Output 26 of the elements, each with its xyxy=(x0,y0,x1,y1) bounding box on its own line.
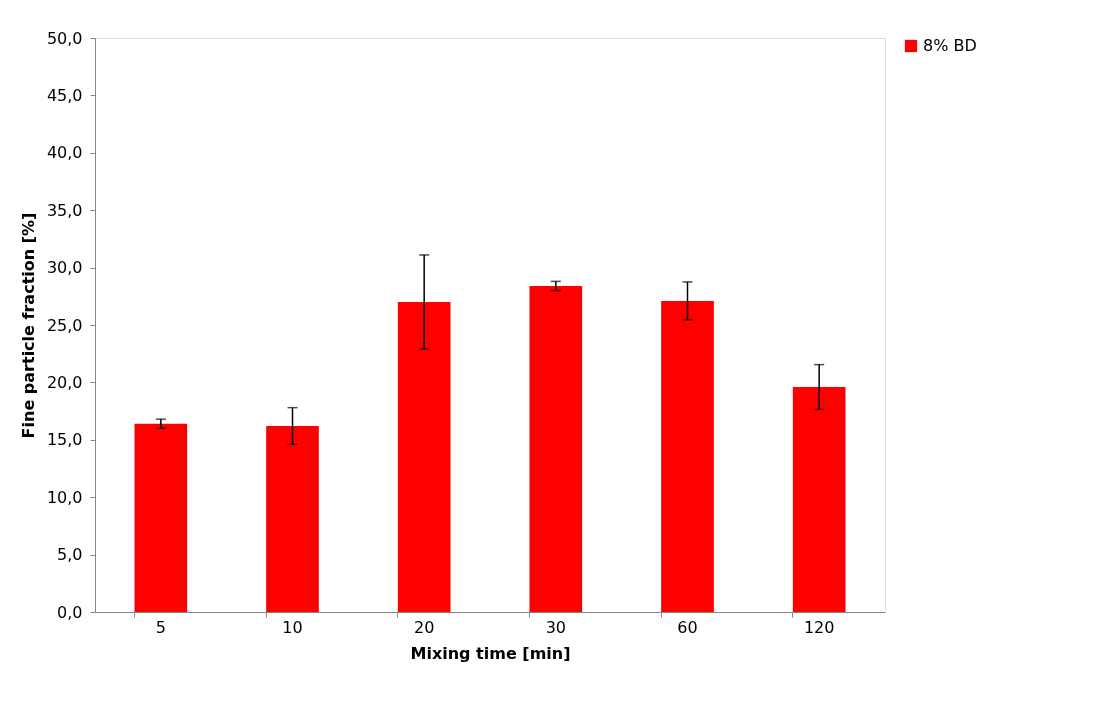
x-tick-label: 30 xyxy=(545,617,567,637)
bar xyxy=(661,300,714,612)
bar xyxy=(266,426,319,612)
y-tick-label: 15,0 xyxy=(46,430,83,450)
x-axis-title: Mixing time [min] xyxy=(410,643,571,663)
y-tick-label: 25,0 xyxy=(46,315,83,335)
bar xyxy=(397,302,451,612)
bar xyxy=(134,423,188,612)
x-tick-label: 120 xyxy=(803,617,835,637)
x-tick-label: 5 xyxy=(155,617,166,637)
y-tick-label: 45,0 xyxy=(46,85,83,105)
x-tick-label: 60 xyxy=(677,617,698,637)
bar xyxy=(529,285,583,612)
y-tick-label: 10,0 xyxy=(46,487,83,507)
y-tick-label: 35,0 xyxy=(46,200,83,220)
y-tick-label: 0,0 xyxy=(57,602,83,622)
bar xyxy=(792,386,846,612)
y-axis-title: Fine particle fraction [%] xyxy=(18,212,38,439)
x-tick-label: 10 xyxy=(282,617,303,637)
x-tick-label: 20 xyxy=(413,617,435,637)
y-tick-label: 50,0 xyxy=(46,28,83,48)
legend-label: 8% BD xyxy=(923,36,977,55)
y-tick-label: 20,0 xyxy=(46,372,83,392)
y-tick-label: 30,0 xyxy=(46,258,83,278)
y-tick-label: 40,0 xyxy=(46,143,83,163)
y-tick-label: 5,0 xyxy=(57,545,83,565)
